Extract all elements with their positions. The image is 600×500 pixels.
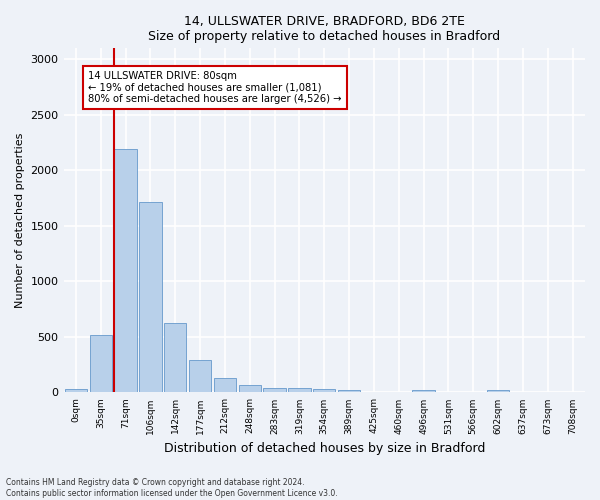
Bar: [487, 390, 509, 392]
Bar: [288, 388, 311, 392]
Bar: [214, 378, 236, 392]
Bar: [313, 388, 335, 392]
Text: Contains HM Land Registry data © Crown copyright and database right 2024.
Contai: Contains HM Land Registry data © Crown c…: [6, 478, 338, 498]
Bar: [65, 389, 87, 392]
Bar: [139, 202, 161, 392]
Y-axis label: Number of detached properties: Number of detached properties: [15, 132, 25, 308]
X-axis label: Distribution of detached houses by size in Bradford: Distribution of detached houses by size …: [164, 442, 485, 455]
Title: 14, ULLSWATER DRIVE, BRADFORD, BD6 2TE
Size of property relative to detached hou: 14, ULLSWATER DRIVE, BRADFORD, BD6 2TE S…: [148, 15, 500, 43]
Bar: [338, 390, 360, 392]
Bar: [189, 360, 211, 392]
Bar: [164, 322, 187, 392]
Bar: [239, 384, 261, 392]
Bar: [89, 334, 112, 392]
Bar: [412, 390, 435, 392]
Text: 14 ULLSWATER DRIVE: 80sqm
← 19% of detached houses are smaller (1,081)
80% of se: 14 ULLSWATER DRIVE: 80sqm ← 19% of detac…: [88, 70, 342, 104]
Bar: [115, 150, 137, 392]
Bar: [263, 388, 286, 392]
